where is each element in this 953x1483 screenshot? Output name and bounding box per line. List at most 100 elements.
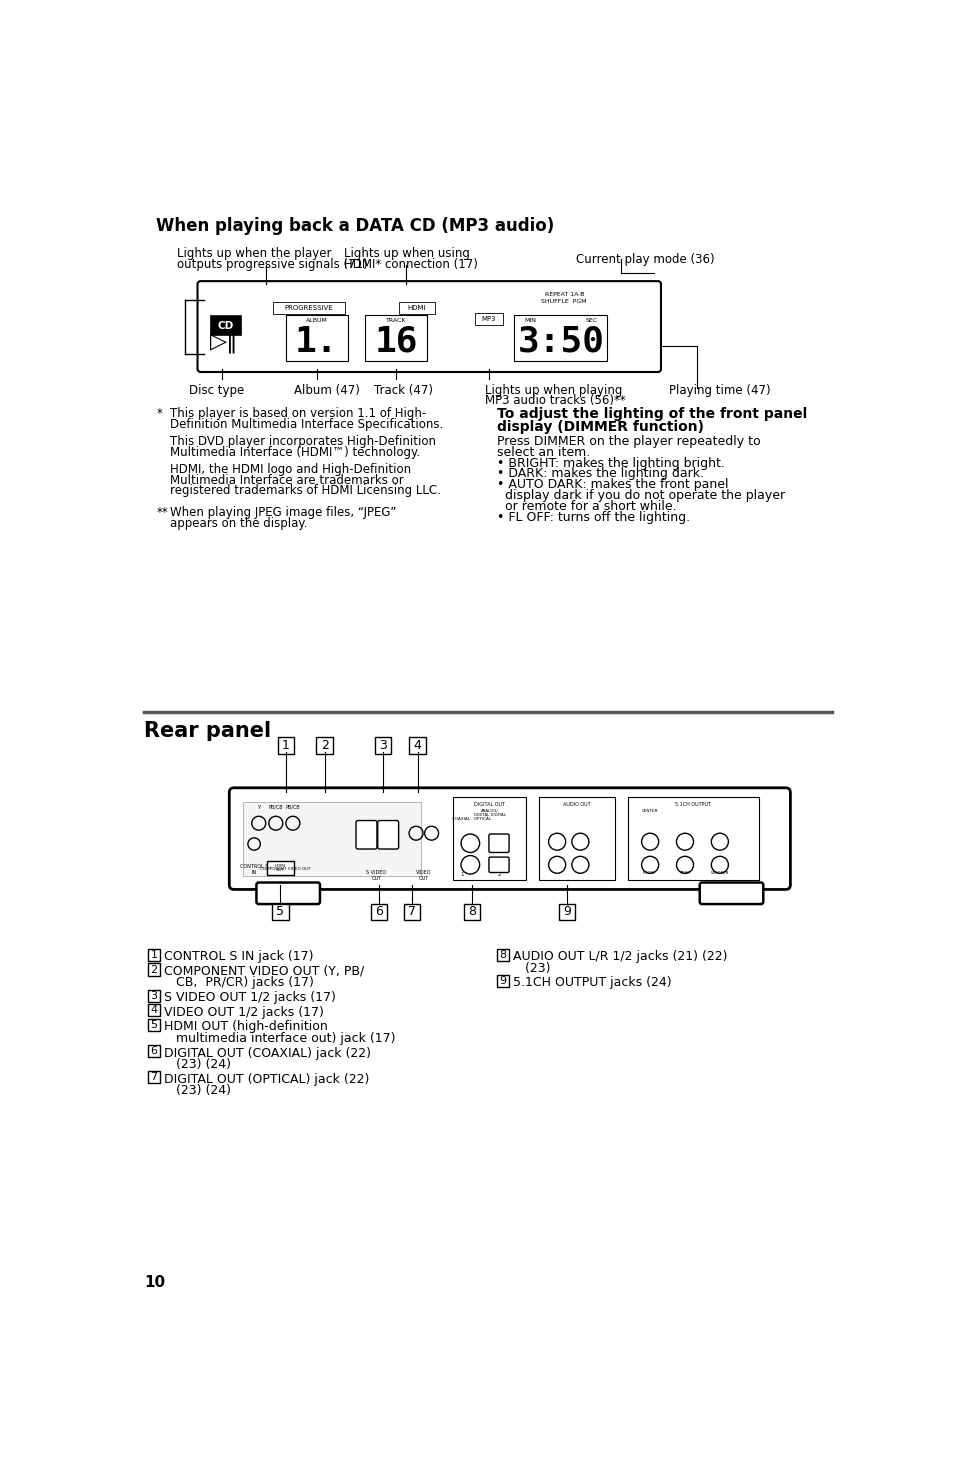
FancyBboxPatch shape xyxy=(211,316,240,335)
Text: (23) (24): (23) (24) xyxy=(164,1084,231,1097)
Text: COAXIAL   OPTICAL: COAXIAL OPTICAL xyxy=(452,817,491,822)
Text: Y: Y xyxy=(257,805,260,810)
Text: appears on the display.: appears on the display. xyxy=(171,516,308,529)
Text: outputs progressive signals (71): outputs progressive signals (71) xyxy=(177,258,368,271)
Text: CENTER: CENTER xyxy=(641,810,658,813)
Text: When playing back a DATA CD (MP3 audio): When playing back a DATA CD (MP3 audio) xyxy=(156,217,554,236)
Text: 3: 3 xyxy=(151,991,157,1001)
Text: Disc type: Disc type xyxy=(189,384,244,397)
FancyBboxPatch shape xyxy=(267,862,294,875)
Text: MIN: MIN xyxy=(523,317,536,323)
Text: DIGITAL OUT (COAXIAL) jack (22): DIGITAL OUT (COAXIAL) jack (22) xyxy=(164,1047,371,1059)
FancyBboxPatch shape xyxy=(272,903,289,919)
Text: HDMI
OUT: HDMI OUT xyxy=(274,863,286,872)
Text: • AUTO DARK: makes the front panel: • AUTO DARK: makes the front panel xyxy=(497,478,728,491)
FancyBboxPatch shape xyxy=(558,903,575,919)
FancyBboxPatch shape xyxy=(148,949,160,961)
FancyBboxPatch shape xyxy=(497,949,509,961)
FancyBboxPatch shape xyxy=(148,1046,160,1057)
Text: 2: 2 xyxy=(497,872,500,876)
Bar xyxy=(243,802,421,875)
Text: 4: 4 xyxy=(414,739,421,752)
Text: AUDIO OUT L/R 1/2 jacks (21) (22): AUDIO OUT L/R 1/2 jacks (21) (22) xyxy=(513,951,727,964)
Text: REAR: REAR xyxy=(679,871,690,875)
FancyBboxPatch shape xyxy=(409,737,425,753)
Text: registered trademarks of HDMI Licensing LLC.: registered trademarks of HDMI Licensing … xyxy=(171,485,441,497)
Text: When playing JPEG image files, “JPEG”: When playing JPEG image files, “JPEG” xyxy=(171,506,396,519)
Text: Lights up when using: Lights up when using xyxy=(344,248,470,260)
Text: 9: 9 xyxy=(562,905,571,918)
Text: 4: 4 xyxy=(151,1005,157,1016)
Text: 1: 1 xyxy=(282,739,290,752)
FancyBboxPatch shape xyxy=(453,796,525,881)
Text: 1: 1 xyxy=(151,951,157,960)
Text: Press DIMMER on the player repeatedly to: Press DIMMER on the player repeatedly to xyxy=(497,435,760,448)
FancyBboxPatch shape xyxy=(488,833,509,853)
Text: MP3 audio tracks (56)**: MP3 audio tracks (56)** xyxy=(484,394,625,408)
FancyBboxPatch shape xyxy=(375,737,391,753)
FancyBboxPatch shape xyxy=(355,820,376,848)
Text: ALBUM: ALBUM xyxy=(306,317,328,323)
FancyBboxPatch shape xyxy=(488,857,509,872)
Bar xyxy=(286,314,348,362)
Text: VIDEO OUT 1/2 jacks (17): VIDEO OUT 1/2 jacks (17) xyxy=(164,1005,324,1019)
Text: Current play mode (36): Current play mode (36) xyxy=(576,254,715,267)
Text: Lights up when playing: Lights up when playing xyxy=(484,384,621,397)
Text: 9: 9 xyxy=(498,976,506,986)
Text: 8: 8 xyxy=(467,905,476,918)
Text: CD: CD xyxy=(217,320,233,331)
Text: • FL OFF: turns off the lighting.: • FL OFF: turns off the lighting. xyxy=(497,510,690,523)
FancyBboxPatch shape xyxy=(148,1004,160,1016)
Text: 2: 2 xyxy=(151,964,157,974)
Text: PB/CB: PB/CB xyxy=(285,805,300,810)
Text: select an item.: select an item. xyxy=(497,446,590,458)
Text: HDMI OUT (high-definition: HDMI OUT (high-definition xyxy=(164,1020,328,1034)
Text: Album (47): Album (47) xyxy=(294,384,359,397)
Text: This DVD player incorporates High-Definition: This DVD player incorporates High-Defini… xyxy=(171,435,436,448)
FancyBboxPatch shape xyxy=(197,282,660,372)
Text: multimedia interface out) jack (17): multimedia interface out) jack (17) xyxy=(164,1032,395,1046)
FancyBboxPatch shape xyxy=(277,737,294,753)
Text: Rear panel: Rear panel xyxy=(144,721,271,742)
Text: ▷‖: ▷‖ xyxy=(210,331,238,353)
Text: SHUFFLE  PGM: SHUFFLE PGM xyxy=(540,298,585,304)
FancyBboxPatch shape xyxy=(398,303,435,314)
Text: MP3: MP3 xyxy=(481,316,496,322)
Text: FRONT: FRONT xyxy=(642,871,657,875)
Text: 16: 16 xyxy=(374,325,417,359)
Text: Definition Multimedia Interface Specifications.: Definition Multimedia Interface Specific… xyxy=(171,418,443,432)
FancyBboxPatch shape xyxy=(316,737,333,753)
Text: Multimedia Interface are trademarks or: Multimedia Interface are trademarks or xyxy=(171,473,404,486)
Text: CB,  PR/CR) jacks (17): CB, PR/CR) jacks (17) xyxy=(164,976,314,989)
Text: This player is based on version 1.1 of High-: This player is based on version 1.1 of H… xyxy=(171,408,426,420)
Text: (23): (23) xyxy=(513,962,550,974)
Text: ANALOG/
DIGITAL DIGITAL: ANALOG/ DIGITAL DIGITAL xyxy=(474,808,505,817)
Text: 3: 3 xyxy=(378,739,386,752)
Text: S VIDEO
OUT: S VIDEO OUT xyxy=(366,871,386,881)
FancyBboxPatch shape xyxy=(699,882,762,905)
FancyBboxPatch shape xyxy=(537,796,615,881)
Text: CONTROL S
IN: CONTROL S IN xyxy=(239,865,268,875)
Text: 5.1CH OUTPUT: 5.1CH OUTPUT xyxy=(675,802,710,807)
Text: COMPONENT VIDEO OUT: COMPONENT VIDEO OUT xyxy=(260,868,311,872)
FancyBboxPatch shape xyxy=(148,1071,160,1084)
Text: (23) (24): (23) (24) xyxy=(164,1057,231,1071)
Text: display (DIMMER function): display (DIMMER function) xyxy=(497,420,703,433)
Text: COMPONENT VIDEO OUT (Y, PB/: COMPONENT VIDEO OUT (Y, PB/ xyxy=(164,965,364,977)
Text: PROGRESSIVE: PROGRESSIVE xyxy=(285,305,334,311)
Text: HDMI, the HDMI logo and High-Definition: HDMI, the HDMI logo and High-Definition xyxy=(171,463,411,476)
Text: 7: 7 xyxy=(408,905,416,918)
Text: PB/CB: PB/CB xyxy=(268,805,283,810)
Text: 5: 5 xyxy=(151,1020,157,1031)
FancyBboxPatch shape xyxy=(377,820,398,848)
Text: DIGITAL OUT (OPTICAL) jack (22): DIGITAL OUT (OPTICAL) jack (22) xyxy=(164,1072,369,1086)
Text: DIGITAL OUT: DIGITAL OUT xyxy=(474,802,505,807)
Text: HDMI: HDMI xyxy=(407,305,426,311)
FancyBboxPatch shape xyxy=(148,989,160,1003)
Text: 5.1CH OUTPUT jacks (24): 5.1CH OUTPUT jacks (24) xyxy=(513,976,671,989)
Text: • BRIGHT: makes the lighting bright.: • BRIGHT: makes the lighting bright. xyxy=(497,457,724,470)
Text: 1.: 1. xyxy=(294,325,338,359)
Text: or remote for a short while.: or remote for a short while. xyxy=(497,500,677,513)
Text: 3:50: 3:50 xyxy=(517,325,604,359)
Text: • DARK: makes the lighting dark.: • DARK: makes the lighting dark. xyxy=(497,467,703,480)
